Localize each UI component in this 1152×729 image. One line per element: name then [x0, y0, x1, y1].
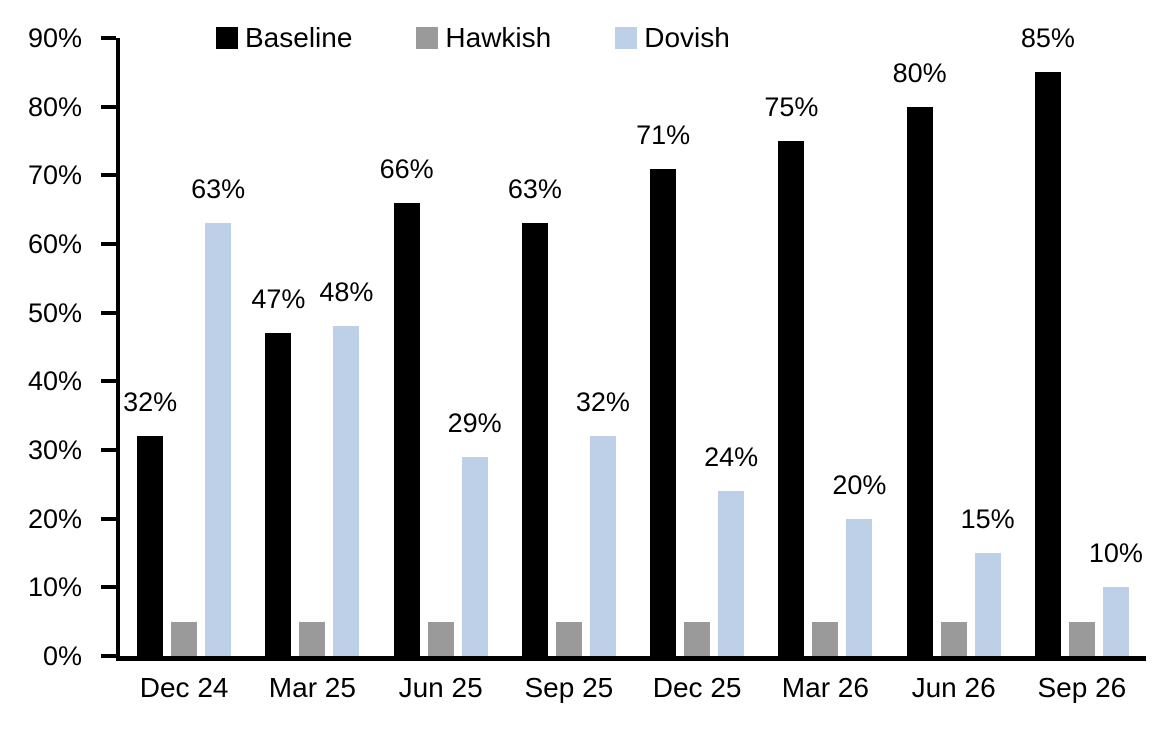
baseline-bar: 80% [893, 59, 947, 656]
y-tick-label: 50% [27, 297, 82, 328]
data-label: 29% [447, 407, 502, 438]
bar-group-dec-24: 32% 63% [123, 38, 245, 656]
x-tick-label: Mar 26 [781, 672, 869, 703]
y-tick-label: 70% [27, 160, 82, 191]
y-tick-mark [101, 379, 116, 384]
dovish-bar: 20% [832, 471, 886, 656]
data-label: 15% [960, 504, 1015, 534]
legend-swatch-icon [216, 27, 238, 49]
hawkish-bar [427, 621, 454, 656]
y-tick-mark [101, 516, 116, 521]
baseline-bar: 63% [508, 176, 562, 656]
data-label: 85% [1020, 23, 1075, 54]
baseline-bar: 75% [764, 94, 818, 656]
y-tick-mark [101, 104, 116, 109]
legend-label: Dovish [644, 22, 730, 53]
legend-swatch-icon [416, 27, 439, 49]
y-tick-mark [101, 654, 116, 658]
data-label: 71% [636, 119, 691, 150]
bar-group-sep-26: 85% 10% [1021, 25, 1143, 656]
data-label: 80% [892, 57, 947, 88]
y-axis: 0% 10% 20% 30% 40% 50% 60% 70% 80% 90% [0, 25, 116, 670]
data-label: 47% [251, 284, 306, 315]
dovish-bar: 10% [1089, 540, 1143, 656]
bar-group-dec-25: 71% 24% [636, 38, 758, 656]
hawkish-bar [171, 621, 198, 656]
data-label: 63% [507, 174, 562, 205]
bar-group-jun-26: 80% 15% [893, 38, 1015, 656]
baseline-bar: 66% [380, 155, 434, 656]
x-tick-label: Sep 26 [1037, 672, 1127, 703]
y-tick-label: 10% [27, 572, 82, 603]
data-label: 20% [832, 469, 887, 500]
baseline-bar: 85% [1021, 25, 1075, 656]
dovish-bar: 29% [448, 409, 502, 656]
x-tick-label: Mar 25 [268, 672, 356, 703]
baseline-bar: 47% [251, 286, 305, 656]
hawkish-bar [299, 621, 326, 656]
y-tick-label: 60% [27, 229, 82, 260]
dovish-bar: 48% [319, 279, 373, 656]
legend-label: Baseline [245, 22, 353, 53]
y-tick-label: 90% [27, 23, 82, 53]
dovish-bar: 15% [961, 506, 1015, 656]
x-tick-label: Sep 25 [524, 672, 614, 703]
baseline-bar: 32% [123, 389, 177, 656]
data-label: 75% [764, 92, 819, 122]
bar-groups: 32% 63% 47% 48% 66% 29% 63% 32% 71% 24% 75% 20% 80% 1… [120, 25, 1146, 656]
dovish-bar: 24% [704, 444, 758, 656]
data-label: 63% [191, 174, 246, 205]
x-tick-label: Dec 24 [139, 672, 229, 703]
legend-swatch-icon [615, 27, 638, 49]
legend-item-dovish: Dovish [615, 24, 730, 52]
x-tick-label: Jun 26 [911, 672, 996, 703]
y-tick-label: 80% [27, 91, 82, 122]
chart-grid: 0% 10% 20% 30% 40% 50% 60% 70% 80% 90% Baseline Ha… [0, 24, 1152, 702]
x-tick-label: Jun 25 [398, 672, 483, 703]
data-label: 10% [1088, 538, 1143, 569]
y-tick-mark [101, 310, 116, 315]
data-label: 66% [379, 153, 434, 184]
bar-group-mar-25: 47% 48% [251, 38, 373, 656]
data-label: 32% [575, 387, 630, 418]
chart-legend: Baseline Hawkish Dovish [216, 24, 730, 52]
y-tick-label: 0% [42, 641, 82, 671]
bar-group-mar-26: 75% 20% [764, 38, 886, 656]
baseline-bar: 71% [636, 121, 690, 656]
y-tick-mark [101, 242, 116, 247]
dovish-bar: 63% [191, 176, 245, 656]
y-tick-label: 40% [27, 366, 82, 397]
hawkish-bar [940, 621, 967, 656]
data-label: 48% [319, 277, 374, 308]
y-tick-mark [101, 585, 116, 590]
y-tick-mark [101, 448, 116, 453]
hawkish-bar [1068, 621, 1095, 656]
y-tick-mark [101, 173, 116, 178]
plot-area: Baseline Hawkish Dovish 32% 63% 47% 48% 66% 29%… [101, 24, 1146, 661]
hawkish-bar [684, 621, 711, 656]
data-label: 24% [704, 442, 759, 473]
bar-group-sep-25: 63% 32% [508, 38, 630, 656]
hawkish-bar [812, 621, 839, 656]
bar-group-jun-25: 66% 29% [380, 38, 502, 656]
hawkish-bar [555, 621, 582, 656]
legend-item-baseline: Baseline [216, 24, 352, 52]
y-tick-label: 30% [27, 435, 82, 466]
legend-label: Hawkish [445, 22, 552, 53]
dovish-bar: 32% [576, 389, 630, 656]
y-tick-mark [101, 36, 116, 40]
data-label: 32% [123, 387, 178, 418]
x-axis: Dec 24 Mar 25 Jun 25 Sep 25 Dec 25 Mar 26 Jun … [120, 674, 1146, 702]
y-tick-label: 20% [27, 503, 82, 534]
y-axis-scale: 0% 10% 20% 30% 40% 50% 60% 70% 80% 90% [0, 25, 116, 670]
legend-item-hawkish: Hawkish [416, 24, 551, 52]
x-tick-label: Dec 25 [652, 672, 742, 703]
